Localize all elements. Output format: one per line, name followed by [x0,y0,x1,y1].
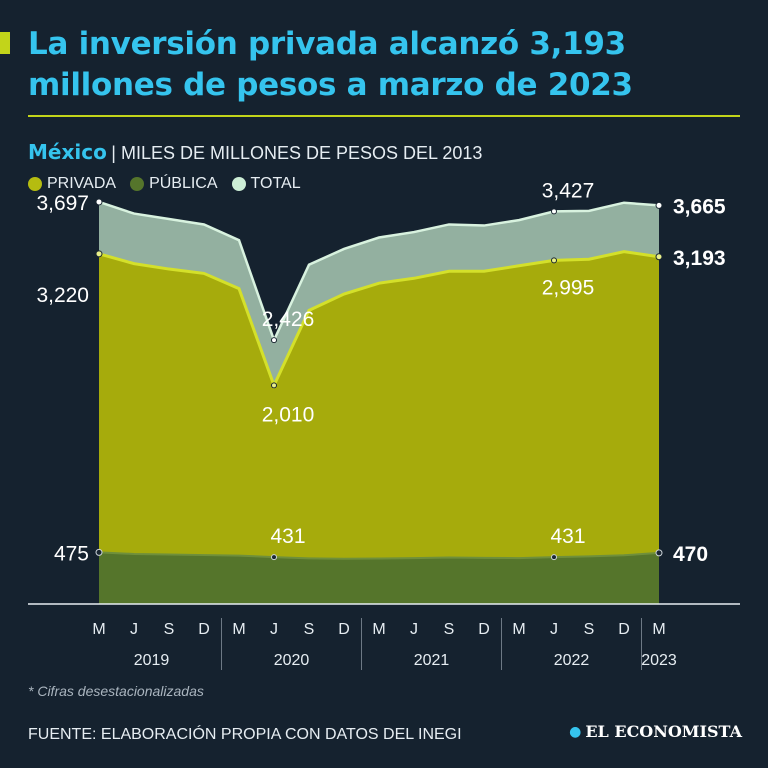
x-tick-label: D [478,621,490,638]
legend-item-privada: PRIVADA [28,175,116,193]
x-tick-label: J [550,621,558,638]
year-label: 2019 [134,652,170,669]
year-label: 2021 [414,652,450,669]
data-label: 3,697 [36,192,89,215]
year-label: 2022 [554,652,590,669]
legend-label-privada: PRIVADA [47,175,117,192]
chart-legend: PRIVADA PÚBLICA TOTAL [28,172,315,196]
x-tick-label: M [652,621,665,638]
x-tick-label: J [410,621,418,638]
data-point [95,250,103,258]
country-label: México [28,140,107,164]
data-point [551,554,557,561]
year-label: 2023 [641,652,677,669]
x-tick-label: M [512,621,525,638]
chart-subtitle: México | MILES DE MILLONES DE PESOS DEL … [28,140,482,164]
legend-item-total: TOTAL [231,175,301,193]
data-label: 431 [270,525,305,548]
legend-item-publica: PÚBLICA [130,175,218,193]
data-point [271,337,277,344]
area-publica [99,552,659,604]
title-accent-bar [0,32,10,54]
legend-label-publica: PÚBLICA [149,175,218,192]
data-point [95,548,103,556]
footnote: * Cifras desestacionalizadas [28,683,204,699]
x-tick-label: D [618,621,630,638]
data-point [95,198,103,206]
x-tick-label: M [92,621,105,638]
unit-separator: | [111,143,121,163]
data-point [271,554,277,561]
source-note: FUENTE: ELABORACIÓN PROPIA CON DATOS DEL… [28,726,462,743]
x-tick-label: M [372,621,385,638]
area-total [99,201,659,386]
chart-title: La inversión privada alcanzó 3,193 millo… [28,24,758,106]
x-tick-label: S [584,621,595,638]
data-label: 3,665 [673,195,726,218]
data-label: 2,426 [262,308,315,331]
globe-logo-icon: ● [569,723,582,740]
title-divider [28,115,740,117]
year-label: 2020 [274,652,310,669]
data-label: 3,220 [36,284,89,307]
x-tick-label: D [338,621,350,638]
data-point [551,208,557,215]
data-label: 2,010 [262,403,315,426]
x-tick-label: M [232,621,245,638]
data-label: 3,193 [673,247,726,270]
area-privada [99,251,659,559]
data-point [655,253,663,261]
line-privada [98,250,660,390]
data-label: 2,995 [542,276,595,299]
legend-swatch-total [231,177,246,191]
title-line-1: La inversión privada alcanzó 3,193 [28,26,626,62]
line-total [98,200,660,344]
x-tick-label: S [444,621,455,638]
x-tick-label: S [304,621,315,638]
x-tick-label: J [270,621,278,638]
data-label: 431 [550,525,585,548]
brand: ● EL ECONOMISTA [569,722,742,741]
legend-swatch-privada [28,177,42,191]
unit-label: MILES DE MILLONES DE PESOS DEL 2013 [120,143,483,163]
data-label: 470 [673,543,708,566]
title-line-2: millones de pesos a marzo de 2023 [28,67,633,103]
data-label: 475 [54,542,89,565]
x-tick-label: S [164,621,175,638]
x-tick-label: J [130,621,138,638]
data-point [655,549,663,557]
data-label: 3,427 [542,179,595,202]
data-point [551,257,557,264]
line-publica [98,551,660,560]
x-tick-label: D [198,621,210,638]
legend-label-total: TOTAL [250,175,301,192]
data-point [271,382,277,389]
brand-name: EL ECONOMISTA [585,722,742,741]
legend-swatch-publica [130,177,145,191]
data-point [655,201,663,209]
